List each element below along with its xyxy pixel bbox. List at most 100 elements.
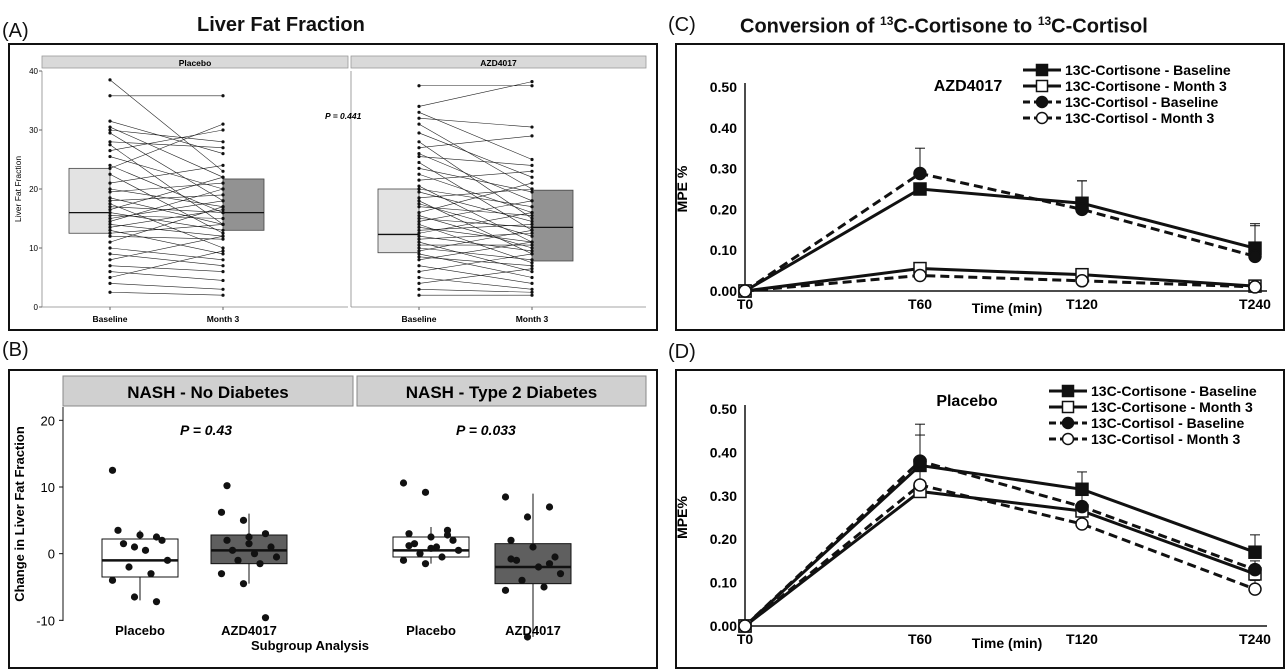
data-point bbox=[432, 543, 441, 551]
data-point bbox=[108, 78, 112, 82]
pair-line bbox=[418, 230, 533, 252]
data-point bbox=[530, 252, 534, 256]
data-point bbox=[221, 234, 225, 238]
data-point bbox=[417, 187, 421, 191]
data-point bbox=[108, 290, 112, 294]
data-point bbox=[540, 583, 548, 591]
data-point bbox=[108, 202, 112, 206]
pair-line bbox=[418, 289, 533, 293]
data-point bbox=[530, 213, 534, 218]
pair-line bbox=[418, 277, 533, 290]
data-point bbox=[530, 163, 534, 167]
data-point bbox=[530, 228, 534, 232]
pair-line bbox=[418, 153, 533, 202]
data-marker bbox=[1061, 432, 1075, 446]
data-point bbox=[556, 570, 565, 578]
p-value-annotation: P = 0.441 bbox=[325, 111, 362, 121]
pair-line bbox=[418, 235, 533, 252]
data-marker bbox=[913, 454, 927, 468]
pair-line bbox=[109, 141, 224, 148]
data-point bbox=[530, 290, 534, 294]
data-point bbox=[108, 125, 112, 129]
data-point bbox=[417, 160, 421, 165]
data-point bbox=[108, 234, 112, 238]
pair-line bbox=[109, 126, 224, 178]
data-point bbox=[545, 560, 554, 568]
x-tick-label: Placebo bbox=[406, 623, 456, 638]
pair-line bbox=[109, 188, 224, 222]
series-line bbox=[744, 187, 1256, 293]
data-point bbox=[272, 553, 281, 561]
data-point bbox=[427, 544, 435, 552]
pair-line bbox=[418, 203, 533, 237]
data-point bbox=[417, 246, 421, 250]
data-point bbox=[417, 222, 421, 226]
data-point bbox=[108, 187, 112, 191]
data-point bbox=[417, 104, 421, 108]
data-point bbox=[223, 536, 231, 544]
panel-b-chart: NASH - No Diabetes NASH - Type 2 Diabetes… bbox=[12, 375, 647, 653]
pair-line bbox=[418, 117, 533, 128]
data-marker bbox=[1061, 416, 1075, 430]
pair-line bbox=[418, 224, 533, 231]
x-tick-label: Month 3 bbox=[516, 314, 549, 324]
data-point bbox=[108, 149, 112, 153]
pair-line bbox=[109, 200, 224, 219]
data-point bbox=[108, 128, 112, 132]
pair-line bbox=[109, 224, 224, 237]
x-tick-label: T60 bbox=[908, 296, 932, 312]
panel-d-chart: 0.00 0.10 0.20 0.30 0.40 0.50 MPE% T0 T60 T120 T24… bbox=[677, 383, 1271, 651]
y-tick-label: 0 bbox=[34, 303, 39, 312]
data-point bbox=[417, 293, 421, 297]
data-point bbox=[108, 225, 112, 229]
data-point bbox=[417, 281, 421, 285]
series-line bbox=[744, 483, 1256, 628]
series-line bbox=[744, 273, 1256, 293]
data-point bbox=[221, 208, 225, 212]
data-marker bbox=[1061, 400, 1075, 414]
data-point bbox=[221, 231, 225, 235]
data-point bbox=[108, 216, 112, 221]
x-tick-label: T120 bbox=[1066, 296, 1098, 312]
data-point bbox=[108, 252, 112, 256]
data-point bbox=[530, 231, 534, 235]
x-tick-label: T0 bbox=[737, 296, 754, 312]
data-point bbox=[261, 614, 270, 622]
y-tick-label: 0.40 bbox=[710, 120, 737, 136]
data-point bbox=[417, 287, 421, 291]
data-marker bbox=[1075, 517, 1089, 531]
data-point bbox=[239, 580, 248, 588]
x-tick-label: Baseline bbox=[93, 314, 128, 324]
data-point bbox=[221, 216, 225, 221]
y-axis-label: Liver Fat Fraction bbox=[13, 156, 23, 222]
data-point bbox=[250, 550, 259, 558]
data-point bbox=[221, 163, 225, 167]
pair-line bbox=[109, 291, 224, 296]
x-tick-label: T240 bbox=[1239, 631, 1271, 647]
data-point bbox=[221, 193, 225, 197]
facet-strip bbox=[350, 55, 647, 69]
data-point bbox=[245, 533, 253, 541]
data-point bbox=[108, 143, 112, 147]
data-point bbox=[512, 556, 521, 564]
panel-a-title: Liver Fat Fraction bbox=[197, 14, 365, 36]
data-point bbox=[130, 543, 139, 551]
pair-line bbox=[418, 256, 533, 266]
facet-strip-label: NASH - Type 2 Diabetes bbox=[406, 383, 597, 402]
facet-strip-label: Placebo bbox=[179, 58, 212, 68]
pair-line bbox=[418, 253, 533, 272]
data-point bbox=[530, 169, 534, 173]
legend-label: 13C-Cortisone - Month 3 bbox=[1091, 399, 1253, 415]
data-point bbox=[239, 516, 248, 524]
chart-subtitle: AZD4017 bbox=[934, 78, 1003, 95]
y-tick-label: 0.00 bbox=[710, 618, 737, 634]
pair-line bbox=[109, 156, 224, 190]
data-point bbox=[530, 211, 534, 215]
data-point bbox=[130, 593, 139, 601]
pair-line bbox=[418, 265, 533, 284]
box bbox=[68, 167, 111, 234]
data-point bbox=[221, 264, 225, 268]
y-axis-label: MPE% bbox=[677, 496, 690, 539]
data-point bbox=[261, 530, 270, 538]
legend-label: 13C-Cortisol - Baseline bbox=[1091, 415, 1244, 431]
